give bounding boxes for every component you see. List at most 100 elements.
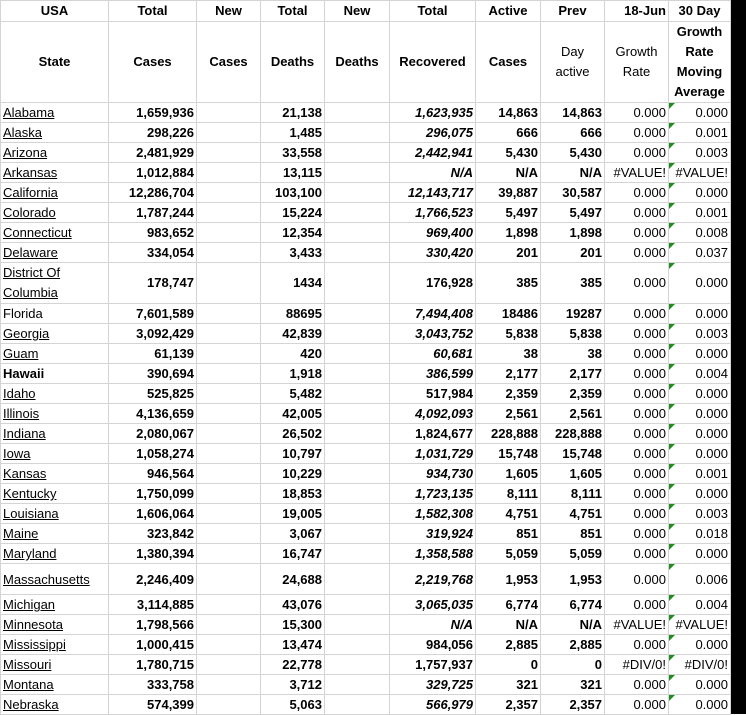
active-cases-cell[interactable]: 15,748 [475, 443, 541, 464]
active-cases-cell[interactable]: 0 [475, 654, 541, 675]
state-cell[interactable]: Guam [0, 343, 109, 364]
moving-average-cell[interactable]: 0.000 [668, 303, 731, 324]
prev-day-active-cell[interactable]: 1,605 [540, 463, 605, 484]
growth-rate-cell[interactable]: 0.000 [604, 102, 669, 123]
active-cases-cell[interactable]: 1,898 [475, 222, 541, 243]
active-cases-cell[interactable]: 228,888 [475, 423, 541, 444]
total-deaths-cell[interactable]: 33,558 [260, 142, 325, 163]
moving-average-cell[interactable]: 0.000 [668, 634, 731, 655]
recovered-cell[interactable]: N/A [389, 614, 476, 635]
state-cell[interactable]: Illinois [0, 403, 109, 424]
new-deaths-cell[interactable] [324, 303, 390, 324]
header-cell[interactable]: New [324, 0, 390, 22]
header-cell[interactable]: Day active [540, 21, 605, 103]
growth-rate-cell[interactable]: 0.000 [604, 594, 669, 615]
state-cell[interactable]: Kentucky [0, 483, 109, 504]
prev-day-active-cell[interactable]: 1,953 [540, 563, 605, 595]
growth-rate-cell[interactable]: 0.000 [604, 503, 669, 524]
recovered-cell[interactable]: 1,723,135 [389, 483, 476, 504]
recovered-cell[interactable]: 386,599 [389, 363, 476, 384]
new-deaths-cell[interactable] [324, 483, 390, 504]
total-cases-cell[interactable]: 1,380,394 [108, 543, 197, 564]
active-cases-cell[interactable]: 39,887 [475, 182, 541, 203]
moving-average-cell[interactable]: 0.003 [668, 503, 731, 524]
moving-average-cell[interactable]: 0.000 [668, 262, 731, 304]
growth-rate-cell[interactable]: 0.000 [604, 323, 669, 344]
state-cell[interactable]: District Of Columbia [0, 262, 109, 304]
prev-day-active-cell[interactable]: N/A [540, 162, 605, 183]
new-cases-cell[interactable] [196, 543, 261, 564]
recovered-cell[interactable]: 1,824,677 [389, 423, 476, 444]
new-deaths-cell[interactable] [324, 523, 390, 544]
state-cell[interactable]: Arkansas [0, 162, 109, 183]
header-cell[interactable]: Deaths [324, 21, 390, 103]
new-cases-cell[interactable] [196, 122, 261, 143]
moving-average-cell[interactable]: 0.000 [668, 383, 731, 404]
active-cases-cell[interactable]: 321 [475, 674, 541, 695]
new-cases-cell[interactable] [196, 523, 261, 544]
header-cell[interactable]: Prev [540, 0, 605, 22]
total-deaths-cell[interactable]: 10,797 [260, 443, 325, 464]
active-cases-cell[interactable]: 8,111 [475, 483, 541, 504]
active-cases-cell[interactable]: 5,497 [475, 202, 541, 223]
total-cases-cell[interactable]: 390,694 [108, 363, 197, 384]
total-cases-cell[interactable]: 178,747 [108, 262, 197, 304]
total-cases-cell[interactable]: 1,000,415 [108, 634, 197, 655]
state-cell[interactable]: Kansas [0, 463, 109, 484]
moving-average-cell[interactable]: 0.000 [668, 483, 731, 504]
total-cases-cell[interactable]: 574,399 [108, 694, 197, 715]
active-cases-cell[interactable]: 5,059 [475, 543, 541, 564]
total-deaths-cell[interactable]: 103,100 [260, 182, 325, 203]
new-deaths-cell[interactable] [324, 343, 390, 364]
state-cell[interactable]: Connecticut [0, 222, 109, 243]
total-deaths-cell[interactable]: 26,502 [260, 423, 325, 444]
recovered-cell[interactable]: 1,623,935 [389, 102, 476, 123]
state-cell[interactable]: Maine [0, 523, 109, 544]
total-deaths-cell[interactable]: 5,482 [260, 383, 325, 404]
moving-average-cell[interactable]: 0.001 [668, 122, 731, 143]
growth-rate-cell[interactable]: 0.000 [604, 543, 669, 564]
new-cases-cell[interactable] [196, 162, 261, 183]
moving-average-cell[interactable]: 0.003 [668, 142, 731, 163]
state-cell[interactable]: Alabama [0, 102, 109, 123]
recovered-cell[interactable]: 3,065,035 [389, 594, 476, 615]
prev-day-active-cell[interactable]: 5,059 [540, 543, 605, 564]
total-deaths-cell[interactable]: 42,839 [260, 323, 325, 344]
new-cases-cell[interactable] [196, 594, 261, 615]
growth-rate-cell[interactable]: 0.000 [604, 423, 669, 444]
prev-day-active-cell[interactable]: 2,561 [540, 403, 605, 424]
growth-rate-cell[interactable]: #VALUE! [604, 614, 669, 635]
new-deaths-cell[interactable] [324, 363, 390, 384]
total-deaths-cell[interactable]: 13,115 [260, 162, 325, 183]
growth-rate-cell[interactable]: 0.000 [604, 182, 669, 203]
new-deaths-cell[interactable] [324, 563, 390, 595]
new-cases-cell[interactable] [196, 463, 261, 484]
active-cases-cell[interactable]: 5,838 [475, 323, 541, 344]
active-cases-cell[interactable]: 2,357 [475, 694, 541, 715]
new-deaths-cell[interactable] [324, 403, 390, 424]
state-cell[interactable]: Hawaii [0, 363, 109, 384]
header-cell[interactable]: Total [389, 0, 476, 22]
header-cell[interactable]: Cases [108, 21, 197, 103]
active-cases-cell[interactable]: 2,561 [475, 403, 541, 424]
header-cell[interactable]: Cases [475, 21, 541, 103]
growth-rate-cell[interactable]: 0.000 [604, 483, 669, 504]
new-deaths-cell[interactable] [324, 543, 390, 564]
total-cases-cell[interactable]: 12,286,704 [108, 182, 197, 203]
moving-average-cell[interactable]: 0.001 [668, 463, 731, 484]
moving-average-cell[interactable]: 0.000 [668, 182, 731, 203]
prev-day-active-cell[interactable]: 5,497 [540, 202, 605, 223]
moving-average-cell[interactable]: 0.000 [668, 423, 731, 444]
active-cases-cell[interactable]: 14,863 [475, 102, 541, 123]
total-deaths-cell[interactable]: 88695 [260, 303, 325, 324]
prev-day-active-cell[interactable]: 6,774 [540, 594, 605, 615]
growth-rate-cell[interactable]: 0.000 [604, 202, 669, 223]
active-cases-cell[interactable]: 666 [475, 122, 541, 143]
total-cases-cell[interactable]: 1,798,566 [108, 614, 197, 635]
total-deaths-cell[interactable]: 42,005 [260, 403, 325, 424]
new-deaths-cell[interactable] [324, 634, 390, 655]
new-deaths-cell[interactable] [324, 182, 390, 203]
recovered-cell[interactable]: 60,681 [389, 343, 476, 364]
active-cases-cell[interactable]: 2,177 [475, 363, 541, 384]
header-cell[interactable]: Growth Rate Moving Average [668, 21, 731, 103]
